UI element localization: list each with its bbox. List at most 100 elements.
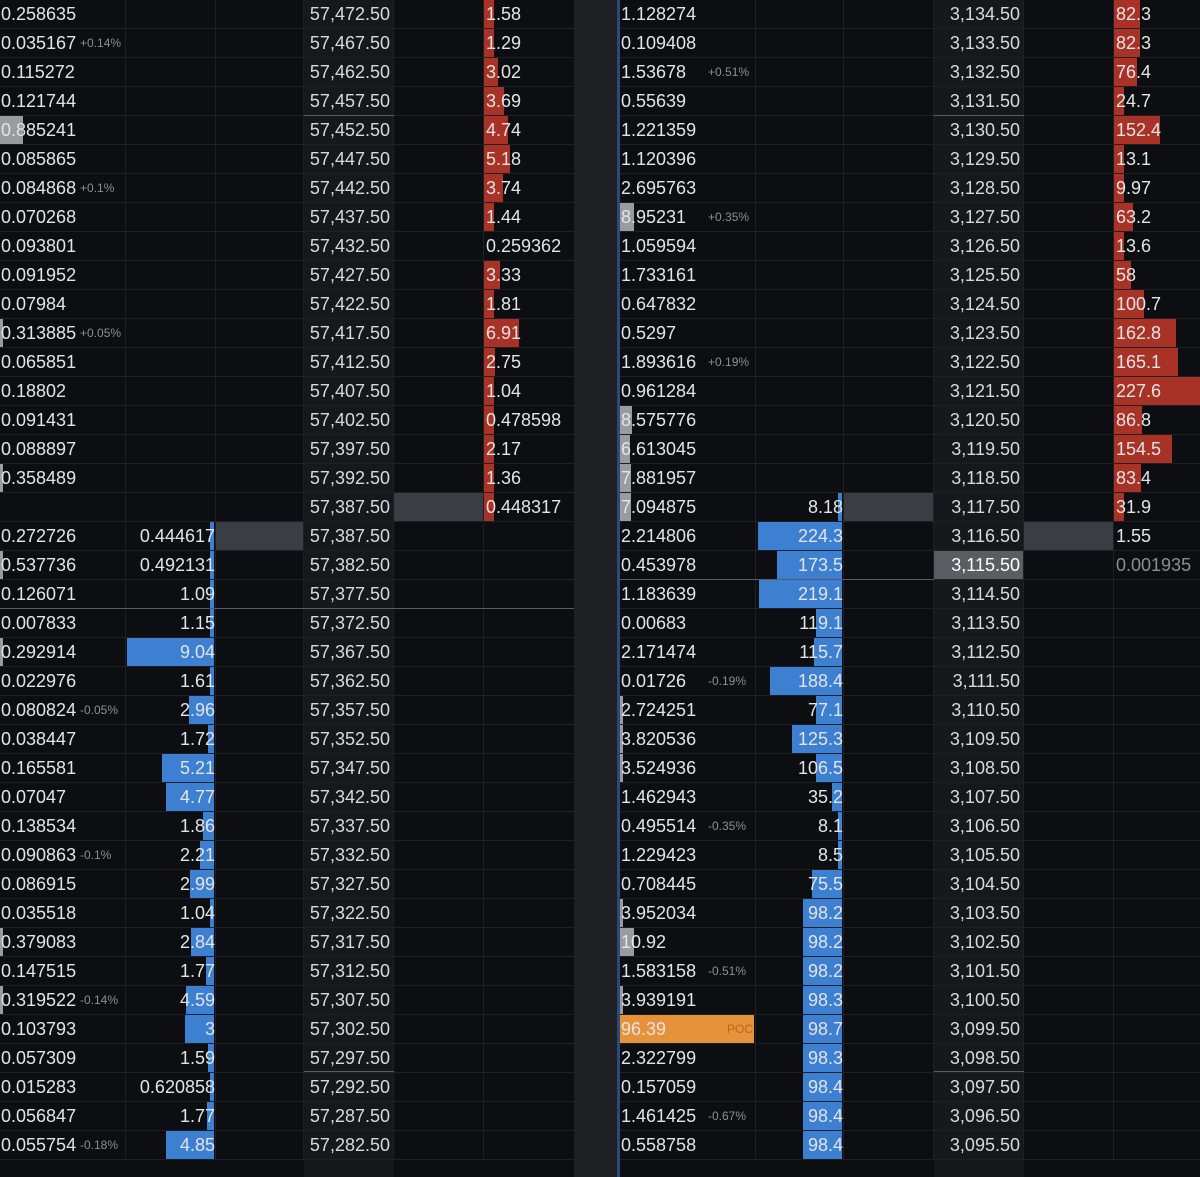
bid-cell[interactable]: 98.7 <box>756 1015 844 1043</box>
spacer-cell[interactable] <box>1024 435 1114 463</box>
ask-cell[interactable] <box>484 1044 574 1072</box>
price-cell[interactable]: 57,387.50 <box>304 522 394 550</box>
spacer-cell[interactable] <box>394 754 484 782</box>
ladder-row[interactable]: 0.708445 75.5 3,104.50 <box>620 870 1200 899</box>
ask-cell[interactable]: 2.75 <box>484 348 574 376</box>
ask-cell[interactable] <box>1114 609 1200 637</box>
spacer-cell[interactable] <box>216 29 304 57</box>
bid-cell[interactable]: 1.15 <box>126 609 216 637</box>
price-cell[interactable]: 57,307.50 <box>304 986 394 1014</box>
spacer-cell[interactable] <box>394 261 484 289</box>
ask-cell[interactable]: 165.1 <box>1114 348 1200 376</box>
spacer-cell[interactable] <box>844 957 934 985</box>
spacer-cell[interactable] <box>1024 899 1114 927</box>
ask-cell[interactable] <box>484 725 574 753</box>
spacer-cell[interactable] <box>844 58 934 86</box>
bid-cell[interactable]: 9.04 <box>126 638 216 666</box>
ladder-row[interactable]: 0.080824 -0.05% 2.96 57,357.50 <box>0 696 574 725</box>
price-cell[interactable]: 57,317.50 <box>304 928 394 956</box>
ask-cell[interactable]: 0.478598 <box>484 406 574 434</box>
ladder-row[interactable]: 0.138534 1.86 57,337.50 <box>0 812 574 841</box>
spacer-cell[interactable] <box>216 290 304 318</box>
bid-cell[interactable]: 188.4 <box>756 667 844 695</box>
spacer-cell[interactable] <box>216 377 304 405</box>
price-cell[interactable]: 3,105.50 <box>934 841 1024 869</box>
bid-cell[interactable] <box>126 87 216 115</box>
ask-cell[interactable]: 24.7 <box>1114 87 1200 115</box>
spacer-cell[interactable] <box>1024 580 1114 608</box>
price-cell[interactable]: 3,106.50 <box>934 812 1024 840</box>
spacer-cell[interactable] <box>1024 203 1114 231</box>
bid-cell[interactable] <box>756 58 844 86</box>
spacer-cell[interactable] <box>844 406 934 434</box>
spacer-cell[interactable] <box>216 464 304 492</box>
ladder-row[interactable]: 0.313885 +0.05% 57,417.50 6.91 <box>0 319 574 348</box>
price-cell[interactable]: 57,312.50 <box>304 957 394 985</box>
spacer-cell[interactable] <box>844 203 934 231</box>
ask-cell[interactable]: 1.81 <box>484 290 574 318</box>
spacer-cell[interactable] <box>394 348 484 376</box>
spacer-cell[interactable] <box>1024 783 1114 811</box>
ladder-row[interactable]: 0.647832 3,124.50 100.7 <box>620 290 1200 319</box>
spacer-cell[interactable] <box>394 319 484 347</box>
spacer-cell[interactable] <box>844 174 934 202</box>
ask-cell[interactable] <box>484 841 574 869</box>
bid-cell[interactable] <box>126 0 216 28</box>
spacer-cell[interactable] <box>394 174 484 202</box>
spacer-cell[interactable] <box>844 754 934 782</box>
spacer-cell[interactable] <box>1024 609 1114 637</box>
price-cell[interactable]: 3,109.50 <box>934 725 1024 753</box>
ask-cell[interactable]: 2.17 <box>484 435 574 463</box>
ladder-row[interactable]: 8.575776 3,120.50 86.8 <box>620 406 1200 435</box>
spacer-cell[interactable] <box>844 1044 934 1072</box>
price-cell[interactable]: 57,337.50 <box>304 812 394 840</box>
ladder-row[interactable]: 0.55639 3,131.50 24.7 <box>620 87 1200 116</box>
ask-cell[interactable]: 31.9 <box>1114 493 1200 521</box>
spacer-cell[interactable] <box>1024 464 1114 492</box>
ask-cell[interactable]: 86.8 <box>1114 406 1200 434</box>
ask-cell[interactable] <box>1114 638 1200 666</box>
bid-cell[interactable] <box>126 145 216 173</box>
ladder-row[interactable]: 1.583158 -0.51% 98.2 3,101.50 <box>620 957 1200 986</box>
ladder-row[interactable]: 0.292914 9.04 57,367.50 <box>0 638 574 667</box>
ladder-row[interactable]: 0.558758 98.4 3,095.50 <box>620 1131 1200 1160</box>
price-cell[interactable]: 57,362.50 <box>304 667 394 695</box>
bid-cell[interactable]: 98.4 <box>756 1073 844 1101</box>
bid-cell[interactable]: 115.7 <box>756 638 844 666</box>
ladder-row[interactable]: 0.00683 119.1 3,113.50 <box>620 609 1200 638</box>
ask-cell[interactable]: 3.33 <box>484 261 574 289</box>
price-cell[interactable]: 57,347.50 <box>304 754 394 782</box>
spacer-cell[interactable] <box>1024 116 1114 144</box>
bid-cell[interactable] <box>126 377 216 405</box>
spacer-cell[interactable] <box>1024 638 1114 666</box>
price-cell[interactable]: 3,101.50 <box>934 957 1024 985</box>
ladder-row[interactable]: 8.95231 +0.35% 3,127.50 63.2 <box>620 203 1200 232</box>
price-cell[interactable]: 57,467.50 <box>304 29 394 57</box>
ladder-row[interactable]: 2.322799 98.3 3,098.50 <box>620 1044 1200 1073</box>
spacer-cell[interactable] <box>394 551 484 579</box>
price-cell[interactable]: 57,327.50 <box>304 870 394 898</box>
ask-cell[interactable] <box>484 609 574 637</box>
ask-cell[interactable] <box>1114 580 1200 608</box>
bid-cell[interactable]: 3 <box>126 1015 216 1043</box>
spacer-cell[interactable] <box>1024 725 1114 753</box>
spacer-cell[interactable] <box>216 1073 304 1101</box>
bid-cell[interactable]: 98.3 <box>756 986 844 1014</box>
price-cell[interactable]: 3,095.50 <box>934 1131 1024 1159</box>
spacer-cell[interactable] <box>1024 493 1114 521</box>
ladder-row[interactable]: 2.214806 224.3 3,116.50 1.55 <box>620 522 1200 551</box>
spacer-cell[interactable] <box>216 435 304 463</box>
bid-cell[interactable] <box>756 87 844 115</box>
ask-cell[interactable] <box>484 1131 574 1159</box>
spacer-cell[interactable] <box>216 725 304 753</box>
price-cell[interactable]: 57,402.50 <box>304 406 394 434</box>
ask-cell[interactable]: 13.1 <box>1114 145 1200 173</box>
bid-cell[interactable]: 125.3 <box>756 725 844 753</box>
spacer-cell[interactable] <box>216 406 304 434</box>
ladder-row[interactable]: 0.065851 57,412.50 2.75 <box>0 348 574 377</box>
ask-cell[interactable]: 1.29 <box>484 29 574 57</box>
spacer-cell[interactable] <box>394 232 484 260</box>
bid-cell[interactable] <box>756 406 844 434</box>
ladder-row[interactable]: 0.035518 1.04 57,322.50 <box>0 899 574 928</box>
spacer-cell[interactable] <box>216 87 304 115</box>
